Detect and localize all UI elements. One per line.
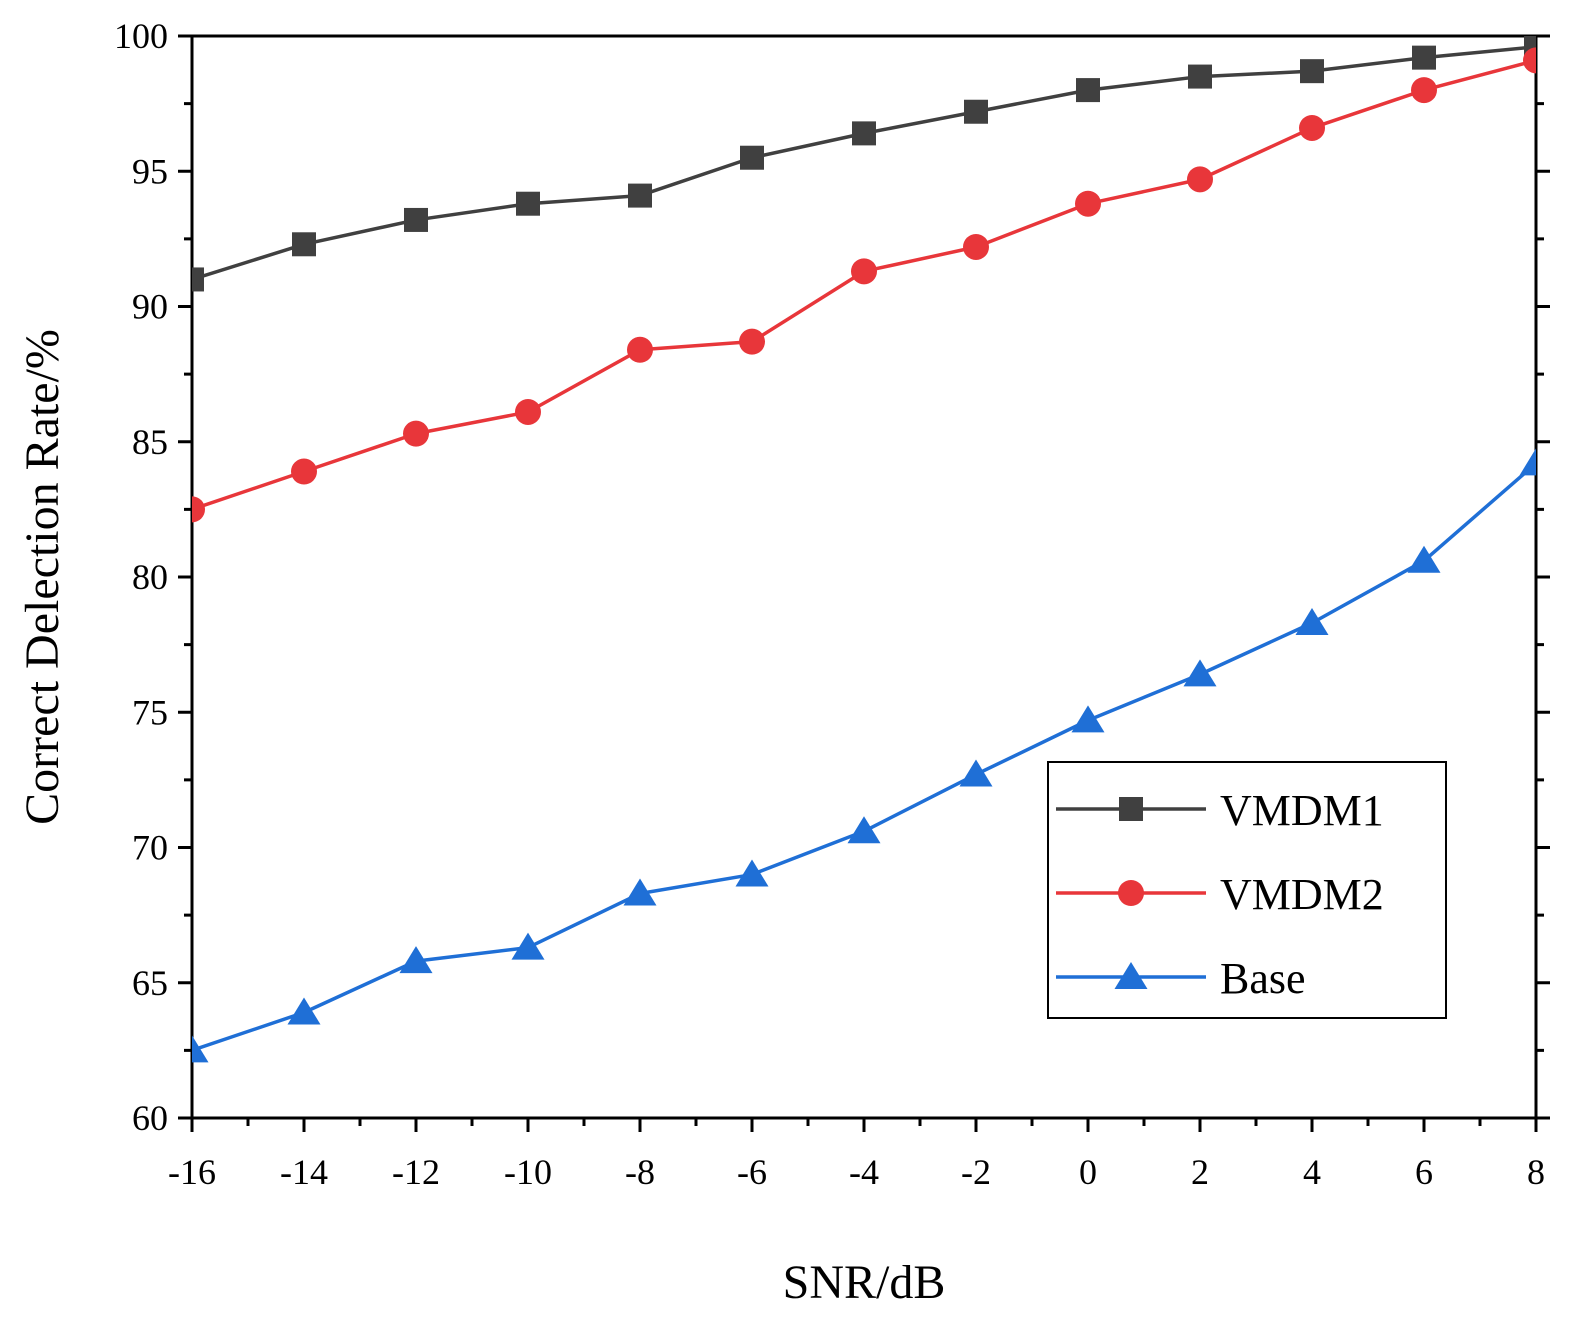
x-tick-label: -10	[504, 1152, 552, 1192]
y-tick-label: 80	[132, 557, 168, 597]
data-point-vmdm1	[740, 145, 764, 170]
x-tick-label: 2	[1191, 1152, 1209, 1192]
data-point-base	[959, 759, 993, 787]
data-point-vmdm1	[1188, 64, 1212, 89]
data-point-base	[623, 878, 657, 906]
data-point-vmdm1	[1412, 45, 1436, 70]
y-tick-label: 85	[132, 422, 168, 462]
data-point-vmdm1	[628, 183, 652, 208]
y-tick-label: 70	[132, 828, 168, 868]
data-point-vmdm1	[292, 232, 316, 257]
x-tick-label: 6	[1415, 1152, 1433, 1192]
series-base	[192, 448, 1536, 1063]
data-point-vmdm2	[1523, 47, 1536, 74]
data-point-vmdm2	[192, 496, 205, 523]
legend-marker-vmdm1	[1119, 797, 1143, 821]
data-point-base	[1071, 705, 1105, 733]
x-axis-title: SNR/dB	[783, 1256, 946, 1309]
x-tick-label: -14	[280, 1152, 328, 1192]
y-axis-title: Correct Delection Rate/%	[16, 329, 69, 825]
data-point-vmdm2	[739, 328, 765, 355]
x-tick-label: -12	[392, 1152, 440, 1192]
data-point-vmdm1	[516, 191, 540, 216]
data-point-base	[192, 1035, 209, 1063]
data-point-vmdm2	[515, 398, 541, 425]
data-point-vmdm1	[404, 207, 428, 232]
data-point-vmdm1	[1076, 78, 1100, 103]
legend-label-vmdm1: VMDM1	[1220, 786, 1384, 835]
data-point-vmdm2	[963, 233, 989, 260]
legend-marker-base	[1114, 962, 1148, 989]
series-vmdm2	[192, 47, 1536, 523]
x-tick-label: -6	[737, 1152, 767, 1192]
series-vmdm1	[192, 36, 1536, 292]
axes: -16 -14 -12 -10 -8 -6 -4 -2 0 2 4 6 8 60 65 70 75 80 85 90 9…	[114, 16, 1550, 1192]
y-tick-label: 100	[114, 16, 168, 56]
legend-label-base: Base	[1220, 954, 1306, 1003]
legend-marker-vmdm2	[1118, 880, 1144, 906]
x-tick-label: -2	[961, 1152, 991, 1192]
x-tick-label: -4	[849, 1152, 879, 1192]
data-point-base	[847, 816, 881, 844]
y-tick-label: 65	[132, 963, 168, 1003]
y-tick-label: 75	[132, 692, 168, 732]
y-tick-label: 60	[132, 1098, 168, 1138]
x-tick-label: 0	[1079, 1152, 1097, 1192]
x-tick-label: -8	[625, 1152, 655, 1192]
data-point-base	[1519, 448, 1536, 476]
data-point-vmdm2	[1299, 114, 1325, 141]
data-point-vmdm2	[403, 420, 429, 447]
data-point-vmdm1	[192, 267, 204, 292]
legend: VMDM1 VMDM2 Base	[1047, 761, 1447, 1019]
legend-label-vmdm2: VMDM2	[1220, 870, 1384, 919]
data-point-vmdm2	[1187, 166, 1213, 193]
data-point-vmdm2	[291, 458, 317, 485]
data-point-base	[735, 859, 769, 887]
data-point-base	[511, 932, 545, 960]
data-point-base	[1183, 659, 1217, 687]
series-layer	[192, 36, 1536, 1063]
data-point-vmdm2	[851, 258, 877, 285]
y-tick-label: 90	[132, 287, 168, 327]
data-point-vmdm2	[627, 336, 653, 363]
x-tick-label: -16	[168, 1152, 216, 1192]
data-point-vmdm1	[1300, 59, 1324, 84]
x-tick-label: 8	[1527, 1152, 1545, 1192]
data-point-vmdm1	[852, 121, 876, 146]
x-tick-label: 4	[1303, 1152, 1321, 1192]
y-tick-label: 95	[132, 151, 168, 191]
data-point-vmdm2	[1411, 77, 1437, 104]
data-point-base	[287, 997, 321, 1025]
series-line-vmdm1	[192, 45, 1536, 282]
data-point-base	[1295, 607, 1329, 635]
data-point-base	[399, 946, 433, 974]
data-point-vmdm2	[1075, 190, 1101, 217]
data-point-vmdm1	[964, 99, 988, 124]
data-point-base	[1407, 545, 1441, 573]
